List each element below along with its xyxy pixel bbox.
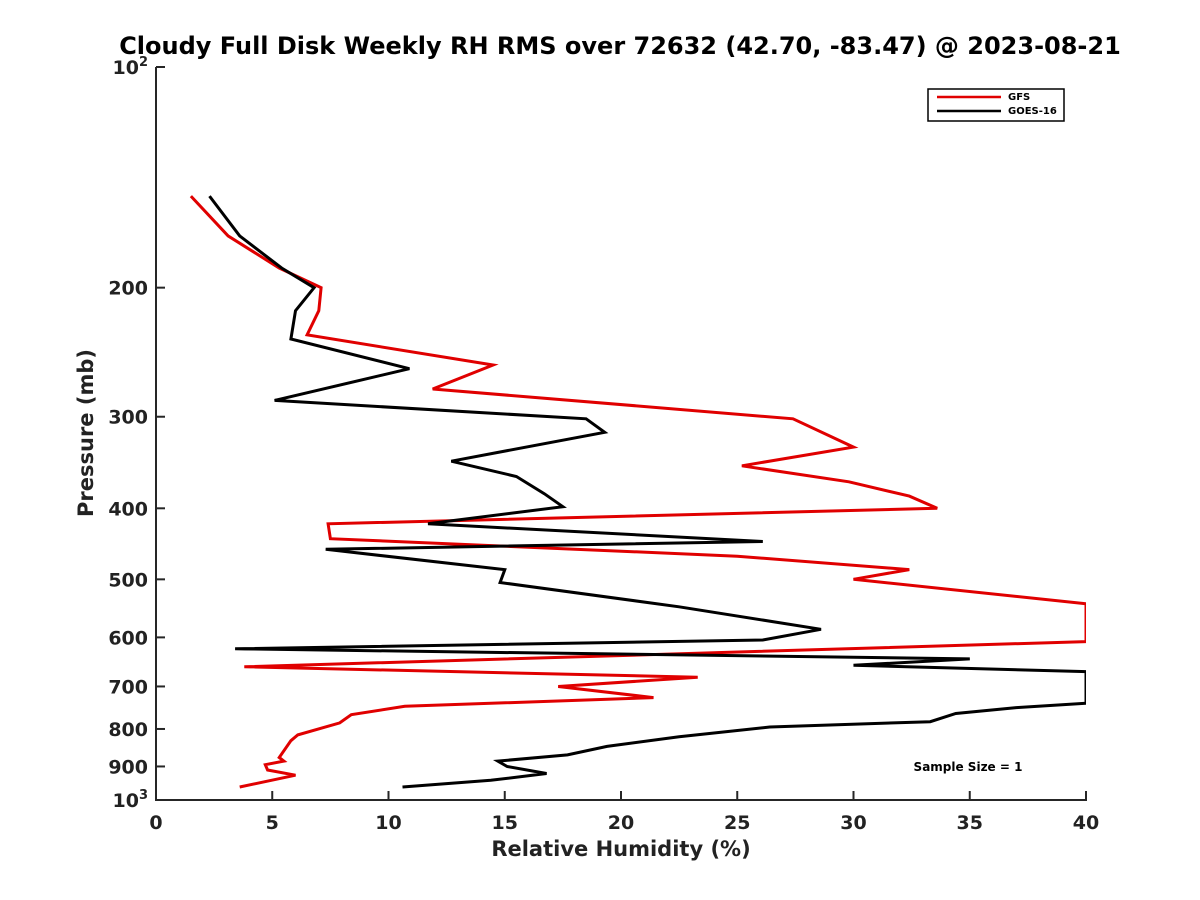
x-tick-label: 0 [149,812,162,834]
y-tick-label: 300 [108,407,148,429]
chart-title: Cloudy Full Disk Weekly RH RMS over 7263… [119,32,1121,60]
series-group [189,195,1086,789]
x-ticks: 0 5 10 15 20 25 30 35 40 [149,791,1099,834]
y-tick-label: 400 [108,498,148,520]
y-tick-label: 102 [113,55,149,79]
y-tick-label: 700 [108,676,148,698]
x-tick-label: 15 [492,812,518,834]
x-tick-label: 20 [608,812,634,834]
x-tick-label: 10 [375,812,401,834]
legend: GFS GOES-16 [927,88,1065,122]
x-tick-label: 30 [840,812,866,834]
y-tick-label: 103 [113,788,149,812]
legend-box [927,88,1065,122]
series-line-goes-16 [208,195,1086,789]
series-line-gfs [189,195,1086,789]
legend-label-gfs: GFS [1008,92,1030,103]
sample-size-annotation: Sample Size = 1 [914,760,1023,774]
y-axis-label: Pressure (mb) [74,349,98,517]
axes [155,67,1087,801]
y-tick-label: 600 [108,627,148,649]
legend-label-goes-16: GOES-16 [1008,106,1057,117]
y-tick-label: 500 [108,569,148,591]
x-tick-label: 40 [1073,812,1099,834]
y-tick-label: 900 [108,756,148,778]
y-tick-label: 800 [108,719,148,741]
x-axis-label: Relative Humidity (%) [491,837,750,861]
x-tick-label: 35 [957,812,983,834]
x-tick-label: 25 [724,812,750,834]
y-tick-label: 200 [108,278,148,300]
x-tick-label: 5 [266,812,279,834]
y-ticks: 102 200 300 400 500 600 700 800 900 103 [108,55,165,812]
